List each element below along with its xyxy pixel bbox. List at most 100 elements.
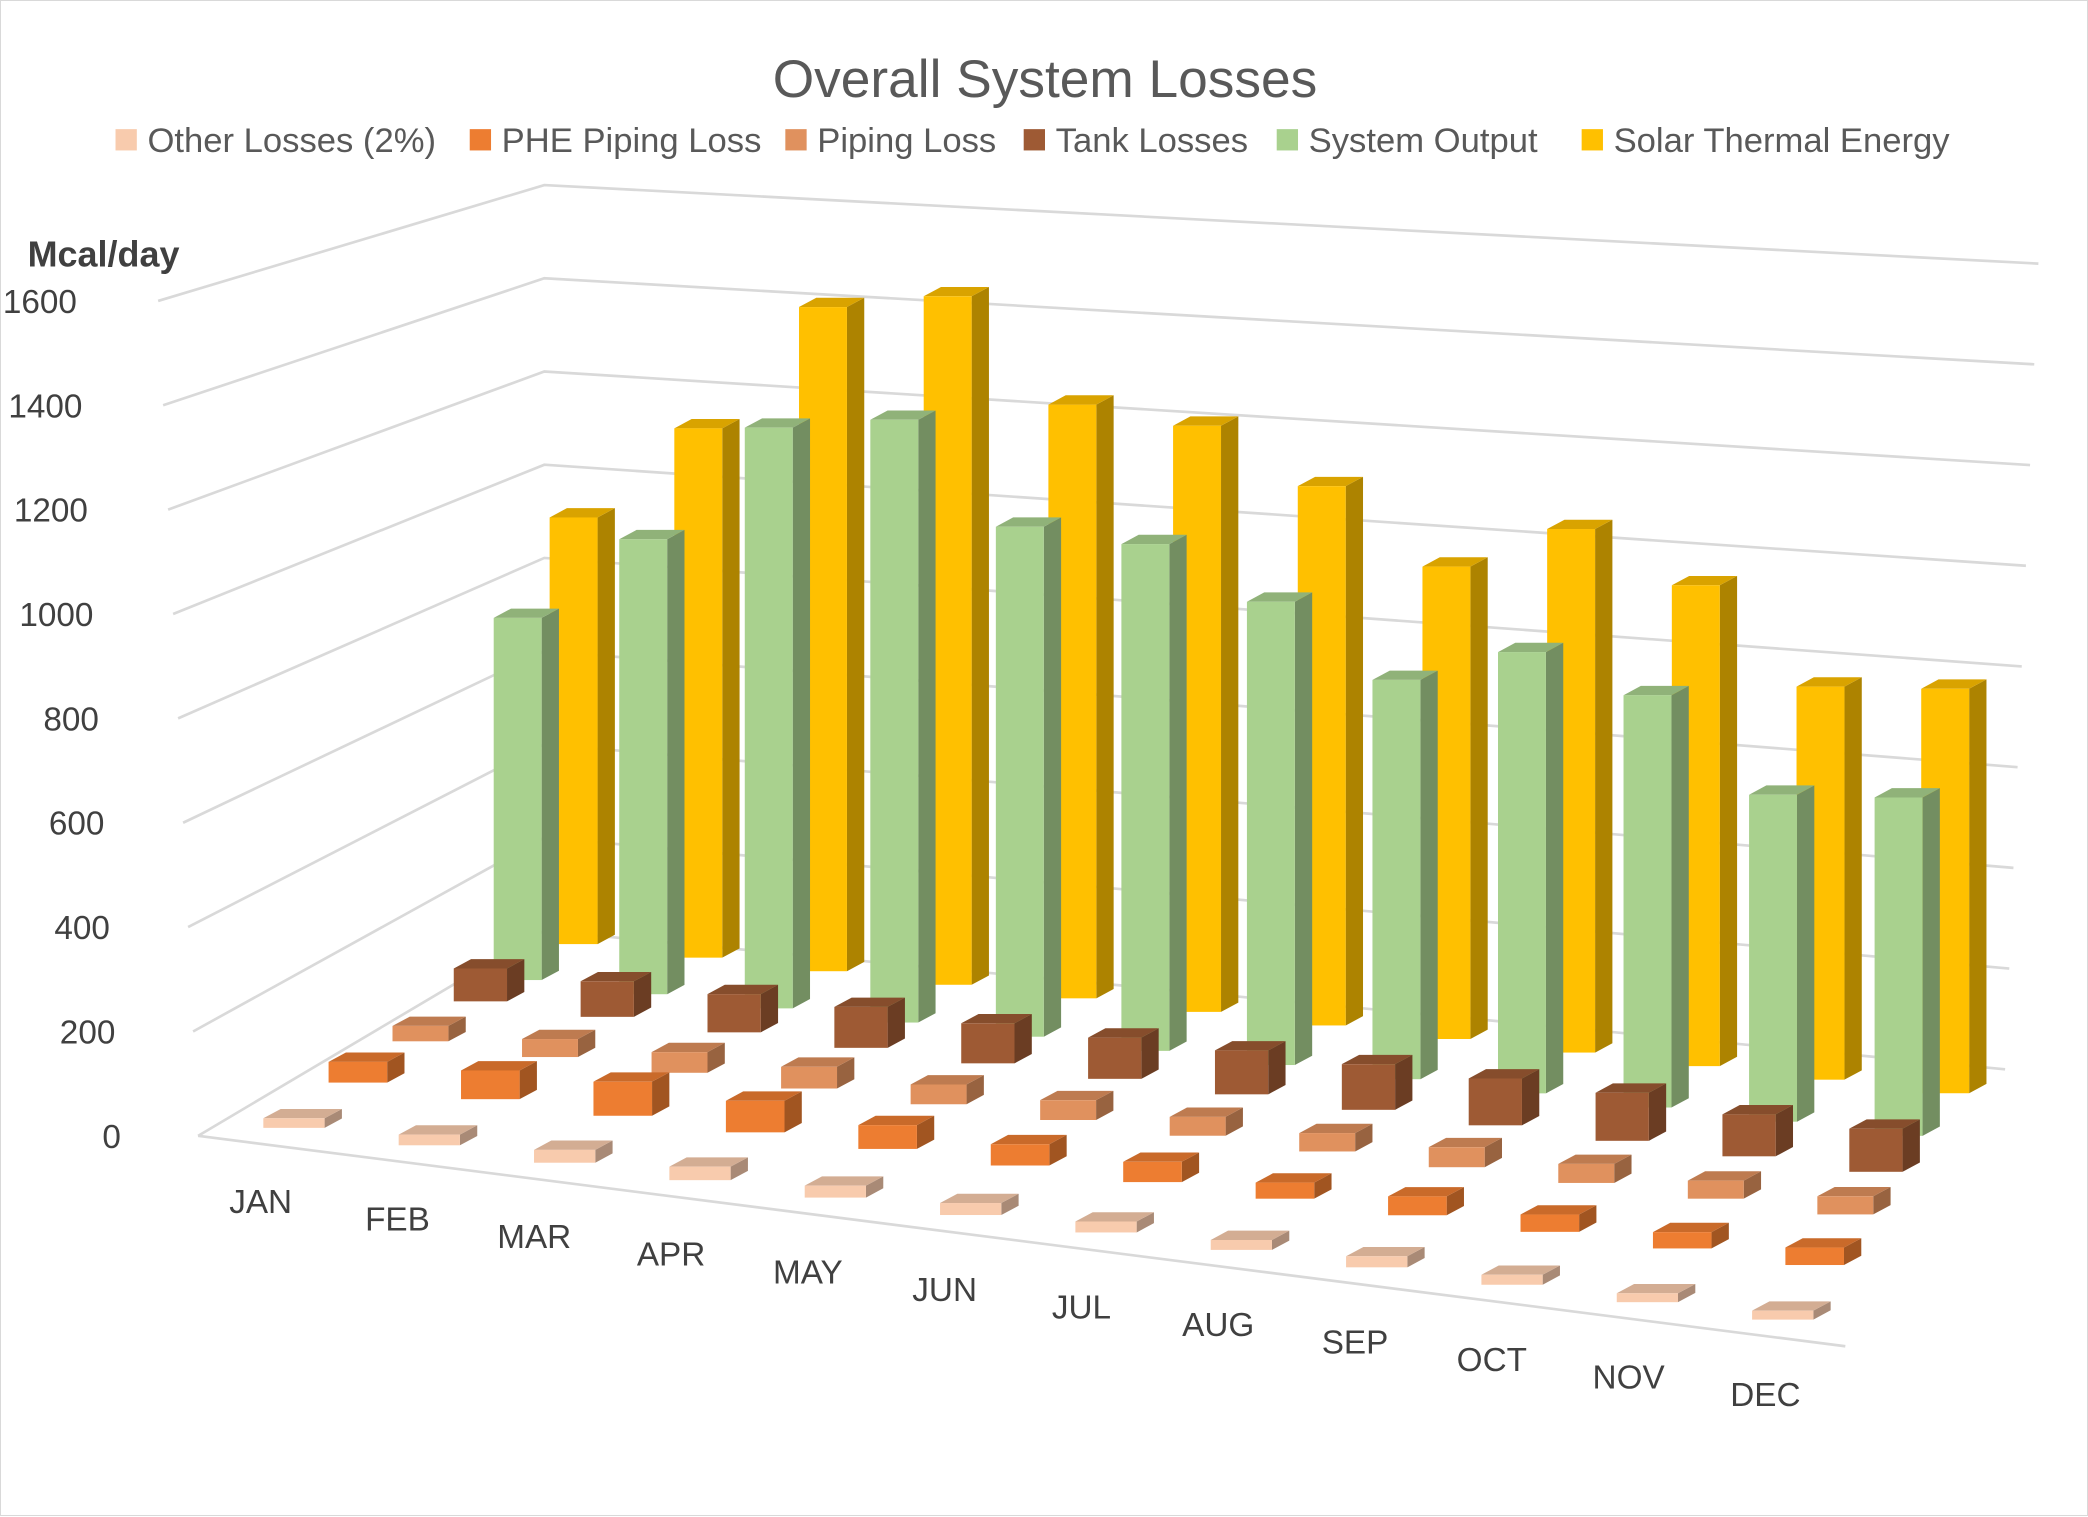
bar-top-face	[398, 1125, 478, 1135]
bar-system-output-sep	[1497, 642, 1564, 1094]
bar-side-face	[966, 1075, 984, 1105]
bars	[263, 286, 1987, 1320]
bar-top-face	[1687, 1171, 1762, 1181]
bar-top-face	[799, 297, 865, 308]
bar-system-output-jul	[1246, 592, 1313, 1066]
bar-top-face	[1372, 670, 1438, 680]
bar-top-face	[1468, 1069, 1540, 1079]
bar-front-face	[1468, 1078, 1522, 1126]
bar-front-face	[804, 1185, 866, 1198]
bar-front-face	[1497, 652, 1546, 1094]
bar-top-face	[870, 410, 936, 420]
floor-edge	[197, 1134, 1846, 1348]
bar-phe-piping-loss-dec	[1785, 1238, 1862, 1266]
x-tick-label: APR	[637, 1237, 705, 1274]
bar-front-face	[707, 994, 761, 1033]
bar-front-face	[1075, 1221, 1137, 1233]
legend-item-label: PHE Piping Loss	[502, 122, 762, 160]
gridline	[167, 370, 2031, 511]
bar-front-face	[1849, 1128, 1903, 1172]
bar-other-losses--sep	[1346, 1246, 1425, 1268]
bar-top-face	[707, 984, 779, 995]
bar-front-face	[1752, 1310, 1814, 1320]
bar-front-face	[1520, 1214, 1580, 1232]
bar-side-face	[1648, 1083, 1667, 1141]
bar-side-face	[1579, 1205, 1597, 1232]
bar-front-face	[1210, 1239, 1272, 1250]
bar-side-face	[971, 286, 989, 985]
bar-tank-losses-dec	[1849, 1119, 1920, 1172]
bar-side-face	[916, 1115, 935, 1149]
bar-side-face	[1221, 416, 1239, 1012]
bar-top-face	[1595, 1083, 1667, 1093]
bar-front-face	[1346, 1256, 1408, 1268]
bar-top-face	[834, 997, 905, 1007]
bar-front-face	[1623, 695, 1672, 1108]
bar-top-face	[910, 1075, 984, 1085]
bar-front-face	[940, 1203, 1002, 1216]
bar-front-face	[493, 617, 542, 981]
bar-system-output-aug	[1372, 670, 1438, 1080]
bar-top-face	[1121, 534, 1187, 545]
bar-other-losses--feb	[398, 1125, 478, 1146]
bar-side-face	[1614, 1154, 1632, 1183]
bar-top-face	[669, 1157, 748, 1167]
bar-tank-losses-jan	[453, 959, 525, 1002]
bar-top-face	[744, 418, 811, 428]
bar-tank-losses-may	[961, 1013, 1032, 1064]
bar-front-face	[1722, 1114, 1776, 1157]
bar-side-face	[667, 529, 685, 995]
x-tick-label: FEB	[365, 1202, 430, 1239]
bar-side-face	[1969, 679, 1987, 1094]
bar-side-face	[1719, 575, 1738, 1067]
bar-side-face	[448, 1016, 466, 1042]
bar-system-output-mar	[744, 418, 811, 1009]
gridline	[162, 276, 2035, 407]
bar-side-face	[597, 508, 615, 945]
bar-side-face	[1001, 1193, 1019, 1216]
bar-piping-loss-nov	[1687, 1171, 1762, 1199]
bar-piping-loss-apr	[781, 1057, 855, 1089]
bar-side-face	[1797, 785, 1815, 1122]
bar-front-face	[534, 1149, 596, 1163]
bar-top-face	[1169, 1107, 1243, 1117]
bar-side-face	[792, 418, 811, 1009]
bar-top-face	[1210, 1230, 1290, 1240]
bar-top-face	[580, 971, 652, 982]
bar-side-face	[1446, 1187, 1464, 1216]
bar-front-face	[1040, 1100, 1097, 1120]
x-tick-label: MAY	[773, 1254, 843, 1291]
x-tick-label: NOV	[1593, 1360, 1666, 1397]
x-tick-label: OCT	[1457, 1342, 1527, 1379]
bar-top-face	[781, 1057, 855, 1067]
bar-front-face	[1595, 1092, 1649, 1141]
bar-system-output-jun	[1121, 534, 1187, 1051]
x-tick-label: AUG	[1182, 1307, 1254, 1344]
bar-side-face	[1395, 1054, 1413, 1110]
bar-top-face	[1722, 1105, 1794, 1115]
bar-side-face	[652, 1072, 670, 1116]
bar-side-face	[1136, 1212, 1154, 1233]
bar-side-face	[1268, 1041, 1286, 1095]
bar-front-face	[1121, 544, 1170, 1051]
bar-side-face	[633, 971, 652, 1017]
bar-top-face	[1817, 1186, 1891, 1197]
legend-swatch	[115, 129, 137, 151]
bar-side-face	[707, 1042, 725, 1073]
bar-front-face	[593, 1081, 653, 1116]
bar-system-output-may	[995, 517, 1062, 1037]
bar-side-face	[1521, 1069, 1540, 1126]
bar-front-face	[1817, 1196, 1874, 1215]
bar-side-face	[577, 1029, 596, 1058]
bar-top-face	[1075, 1212, 1154, 1222]
bar-top-face	[1173, 416, 1239, 426]
legend-item-label: Other Losses (2%)	[147, 122, 436, 160]
bar-top-face	[1616, 1283, 1696, 1294]
bar-side-face	[837, 1057, 855, 1089]
bar-top-face	[1652, 1222, 1729, 1233]
bar-side-face	[887, 997, 905, 1048]
bar-side-face	[1043, 517, 1062, 1037]
bar-side-face	[1345, 476, 1364, 1026]
bar-system-output-dec	[1874, 788, 1940, 1136]
